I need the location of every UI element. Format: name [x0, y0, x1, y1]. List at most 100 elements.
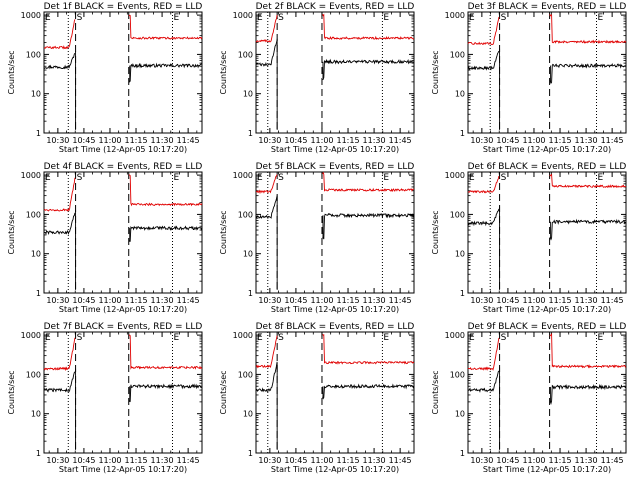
x-tick-label: 10:45: [284, 136, 307, 145]
x-tick-label: 11:15: [548, 136, 571, 145]
panel-title: Det 2f BLACK = Events, RED = LLD: [256, 2, 415, 12]
marker-label-E: E: [174, 13, 180, 23]
y-tick-label: 1: [460, 129, 465, 138]
x-tick-label: 11:15: [124, 456, 147, 465]
marker-label-E: E: [598, 333, 604, 343]
y-axis-label: Counts/sec: [219, 50, 228, 94]
y-tick-label: 10: [31, 410, 41, 419]
events-series-line: [467, 370, 500, 393]
y-tick-label: 100: [238, 210, 253, 219]
y-tick-label: 100: [26, 50, 41, 59]
panel-title: Det 6f BLACK = Events, RED = LLD: [468, 162, 627, 172]
x-tick-label: 11:45: [389, 136, 412, 145]
marker-label-E: E: [469, 333, 475, 343]
y-tick-label: 100: [450, 370, 465, 379]
marker-label-S: S: [501, 13, 507, 23]
plot-frame: [255, 11, 415, 134]
x-tick-label: 11:00: [310, 296, 333, 305]
plot-frame: [467, 11, 627, 134]
x-tick-label: 11:30: [363, 136, 386, 145]
x-tick-label: 11:00: [522, 136, 545, 145]
y-tick-label: 10: [31, 250, 41, 259]
x-tick-label: 11:15: [336, 456, 359, 465]
marker-label-E: E: [598, 173, 604, 183]
x-tick-label: 11:45: [177, 456, 200, 465]
y-tick-label: 1: [248, 289, 253, 298]
detector-panel-5: Det 5f BLACK = Events, RED = LLD 1 10 100 10…: [219, 162, 415, 314]
marker-label-S: S: [77, 13, 83, 23]
y-tick-label: 1000: [21, 331, 41, 340]
x-axis-label: Start Time (12-Apr-05 10:17:20): [483, 305, 611, 314]
marker-label-S: S: [501, 333, 507, 343]
y-tick-label: 1: [248, 449, 253, 458]
x-tick-label: 11:45: [389, 456, 412, 465]
x-tick-label: 11:00: [522, 456, 545, 465]
lld-series-line: [128, 14, 203, 40]
marker-label-E: E: [257, 333, 263, 343]
x-tick-label: 11:45: [601, 296, 624, 305]
x-tick-label: 10:45: [496, 456, 519, 465]
x-tick-label: 10:30: [258, 296, 281, 305]
events-series-line: [322, 58, 414, 81]
plot-frame: [467, 171, 627, 294]
x-axis-label: Start Time (12-Apr-05 10:17:20): [59, 465, 187, 474]
x-tick-label: 11:45: [601, 136, 624, 145]
y-tick-label: 100: [26, 210, 41, 219]
plot-frame: [467, 331, 627, 454]
x-tick-label: 11:00: [522, 296, 545, 305]
y-tick-label: 1: [36, 449, 41, 458]
y-tick-label: 1: [36, 289, 41, 298]
lld-series-line: [322, 171, 415, 193]
marker-label-E: E: [45, 173, 51, 183]
y-tick-label: 10: [31, 90, 41, 99]
x-tick-label: 11:45: [601, 456, 624, 465]
y-tick-label: 1: [36, 129, 41, 138]
x-tick-label: 11:45: [177, 136, 200, 145]
x-tick-label: 11:15: [336, 136, 359, 145]
x-tick-label: 11:30: [151, 456, 174, 465]
y-tick-label: 1: [248, 129, 253, 138]
events-series-line: [467, 208, 500, 227]
x-tick-label: 11:00: [98, 456, 121, 465]
marker-label-E: E: [598, 13, 604, 23]
y-tick-label: 10: [243, 250, 253, 259]
y-tick-label: 10: [455, 90, 465, 99]
x-tick-label: 10:45: [284, 456, 307, 465]
marker-label-E: E: [45, 333, 51, 343]
x-tick-label: 10:30: [258, 136, 281, 145]
marker-label-S: S: [278, 173, 284, 183]
x-tick-label: 10:45: [72, 136, 95, 145]
lld-series-line: [43, 177, 76, 212]
x-tick-label: 10:30: [470, 296, 493, 305]
events-series-line: [255, 195, 278, 220]
x-tick-label: 10:45: [284, 296, 307, 305]
x-axis-label: Start Time (12-Apr-05 10:17:20): [483, 145, 611, 154]
panel-title: Det 3f BLACK = Events, RED = LLD: [468, 2, 627, 12]
y-axis-label: Counts/sec: [431, 50, 440, 94]
marker-label-S: S: [278, 13, 284, 23]
y-tick-label: 1000: [233, 171, 253, 180]
marker-label-S: S: [278, 333, 284, 343]
marker-label-E: E: [174, 173, 180, 183]
events-series-line: [43, 212, 76, 236]
x-tick-label: 11:15: [336, 296, 359, 305]
x-tick-label: 11:15: [124, 136, 147, 145]
y-tick-label: 1000: [233, 331, 253, 340]
detector-panel-7: Det 7f BLACK = Events, RED = LLD 1 10 100 10…: [7, 322, 203, 474]
x-axis-label: Start Time (12-Apr-05 10:17:20): [271, 305, 399, 314]
x-tick-label: 10:45: [72, 296, 95, 305]
detector-panel-8: Det 8f BLACK = Events, RED = LLD 1 10 100 10…: [219, 322, 415, 474]
events-series-line: [128, 225, 203, 242]
events-series-line: [467, 50, 500, 71]
lld-series-line: [549, 173, 627, 189]
x-tick-label: 11:00: [98, 296, 121, 305]
marker-label-E: E: [257, 13, 263, 23]
y-tick-label: 1: [460, 449, 465, 458]
lld-series-line: [467, 16, 500, 45]
y-axis-label: Counts/sec: [431, 210, 440, 254]
x-tick-label: 11:45: [177, 296, 200, 305]
lld-series-line: [255, 14, 278, 43]
plot-frame: [255, 171, 415, 294]
